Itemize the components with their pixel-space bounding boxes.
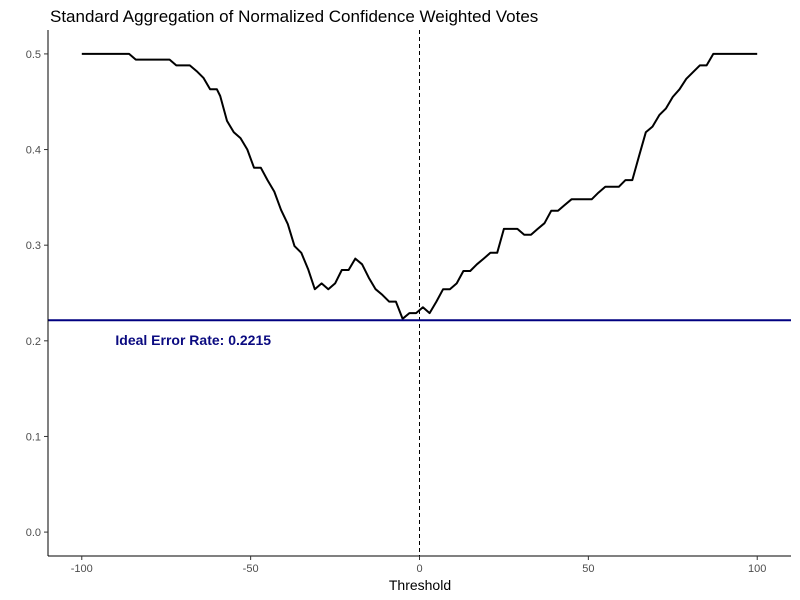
- x-tick-label: 100: [748, 563, 766, 575]
- y-tick-label: 0.0: [26, 527, 41, 539]
- x-tick-label: 50: [582, 563, 594, 575]
- chart-title: Standard Aggregation of Normalized Confi…: [50, 7, 538, 26]
- error-rate-line: [81, 52, 758, 320]
- x-axis-title: Threshold: [389, 577, 451, 593]
- y-tick-label: 0.4: [26, 145, 41, 157]
- ideal-error-rate-label: Ideal Error Rate: 0.2215: [115, 332, 271, 348]
- x-tick-label: -100: [71, 563, 93, 575]
- y-tick-label: 0.2: [26, 336, 41, 348]
- x-tick-label: 0: [416, 563, 422, 575]
- y-tick-label: 0.5: [26, 49, 41, 61]
- y-axis: 0.0 0.1 0.2 0.3 0.4 0.5: [26, 30, 49, 556]
- x-axis: -100 -50 0 50 100: [48, 555, 791, 575]
- y-tick-label: 0.1: [26, 431, 41, 443]
- plot-area: Ideal Error Rate: 0.2215: [48, 30, 791, 556]
- x-tick-label: -50: [243, 563, 259, 575]
- y-tick-label: 0.3: [26, 240, 41, 252]
